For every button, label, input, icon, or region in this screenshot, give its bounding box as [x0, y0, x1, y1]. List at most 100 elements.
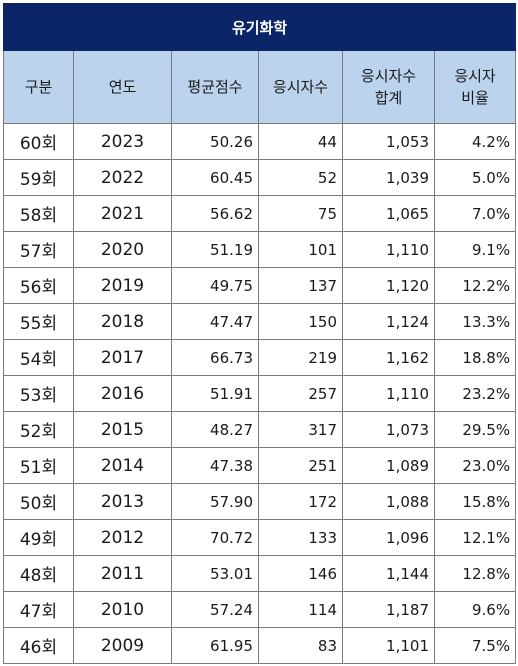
cell-examinee-ratio: 7.5%	[433, 627, 517, 664]
cell-average-score: 57.90	[171, 483, 259, 520]
cell-year: 2020	[73, 231, 172, 268]
cell-examinee-count: 317	[258, 411, 343, 448]
cell-examinee-count: 83	[258, 627, 343, 664]
table-row: 60회 2023 50.26 44 1,053 4.2%	[3, 123, 517, 160]
cell-examinee-ratio: 15.8%	[433, 483, 517, 520]
table-body: 60회 2023 50.26 44 1,053 4.2% 59회 2022 60.45 52 1,0…	[3, 123, 517, 664]
cell-examinee-total: 1,089	[342, 447, 435, 484]
cell-examinee-ratio: 23.2%	[433, 375, 517, 412]
cell-examinee-count: 137	[258, 267, 343, 304]
cell-examinee-total: 1,120	[342, 267, 435, 304]
cell-examinee-count: 44	[258, 123, 343, 160]
cell-year: 2019	[73, 267, 172, 304]
cell-round: 57회	[3, 231, 74, 268]
cell-examinee-total: 1,053	[342, 123, 435, 160]
cell-examinee-ratio: 4.2%	[433, 123, 517, 160]
cell-round: 49회	[3, 519, 74, 556]
cell-examinee-count: 219	[258, 339, 343, 376]
cell-average-score: 47.38	[171, 447, 259, 484]
cell-examinee-ratio: 23.0%	[433, 447, 517, 484]
cell-examinee-ratio: 12.1%	[433, 519, 517, 556]
cell-examinee-ratio: 7.0%	[433, 195, 517, 232]
cell-examinee-ratio: 12.8%	[433, 555, 517, 592]
cell-average-score: 47.47	[171, 303, 259, 340]
cell-examinee-total: 1,187	[342, 591, 435, 628]
cell-round: 47회	[3, 591, 74, 628]
header-round: 구분	[3, 50, 74, 124]
header-year: 연도	[73, 50, 172, 124]
cell-examinee-ratio: 12.2%	[433, 267, 517, 304]
cell-examinee-total: 1,110	[342, 231, 435, 268]
cell-examinee-count: 101	[258, 231, 343, 268]
cell-examinee-count: 133	[258, 519, 343, 556]
cell-round: 56회	[3, 267, 74, 304]
cell-year: 2014	[73, 447, 172, 484]
cell-year: 2022	[73, 159, 172, 196]
table-row: 59회 2022 60.45 52 1,039 5.0%	[3, 159, 517, 196]
cell-examinee-total: 1,039	[342, 159, 435, 196]
cell-round: 46회	[3, 627, 74, 664]
table-row: 48회 2011 53.01 146 1,144 12.8%	[3, 555, 517, 592]
table-row: 50회 2013 57.90 172 1,088 15.8%	[3, 483, 517, 520]
cell-average-score: 60.45	[171, 159, 259, 196]
cell-examinee-count: 114	[258, 591, 343, 628]
cell-examinee-count: 52	[258, 159, 343, 196]
cell-round: 60회	[3, 123, 74, 160]
cell-year: 2012	[73, 519, 172, 556]
cell-year: 2013	[73, 483, 172, 520]
table-row: 54회 2017 66.73 219 1,162 18.8%	[3, 339, 517, 376]
table-row: 57회 2020 51.19 101 1,110 9.1%	[3, 231, 517, 268]
cell-examinee-count: 172	[258, 483, 343, 520]
cell-round: 48회	[3, 555, 74, 592]
organic-chemistry-stats-table: 유기화학 구분 연도 평균점수 응시자수 응시자수 합계 응시자 비율 60회 202…	[2, 3, 517, 664]
title-row: 유기화학	[2, 3, 517, 51]
cell-average-score: 61.95	[171, 627, 259, 664]
cell-examinee-count: 75	[258, 195, 343, 232]
cell-examinee-ratio: 9.1%	[433, 231, 517, 268]
table-row: 53회 2016 51.91 257 1,110 23.2%	[3, 375, 517, 412]
cell-round: 51회	[3, 447, 74, 484]
table-row: 52회 2015 48.27 317 1,073 29.5%	[3, 411, 517, 448]
cell-examinee-total: 1,101	[342, 627, 435, 664]
cell-round: 54회	[3, 339, 74, 376]
cell-year: 2018	[73, 303, 172, 340]
cell-examinee-total: 1,096	[342, 519, 435, 556]
cell-average-score: 57.24	[171, 591, 259, 628]
cell-examinee-ratio: 13.3%	[433, 303, 517, 340]
cell-average-score: 51.91	[171, 375, 259, 412]
cell-round: 55회	[3, 303, 74, 340]
header-examinee-ratio: 응시자 비율	[433, 50, 517, 124]
cell-average-score: 56.62	[171, 195, 259, 232]
cell-examinee-total: 1,065	[342, 195, 435, 232]
cell-average-score: 48.27	[171, 411, 259, 448]
cell-examinee-count: 150	[258, 303, 343, 340]
cell-examinee-ratio: 9.6%	[433, 591, 517, 628]
cell-year: 2021	[73, 195, 172, 232]
cell-examinee-total: 1,088	[342, 483, 435, 520]
cell-round: 50회	[3, 483, 74, 520]
cell-year: 2015	[73, 411, 172, 448]
header-examinee-count: 응시자수	[258, 50, 343, 124]
table-row: 47회 2010 57.24 114 1,187 9.6%	[3, 591, 517, 628]
table-row: 46회 2009 61.95 83 1,101 7.5%	[3, 627, 517, 664]
cell-average-score: 50.26	[171, 123, 259, 160]
header-average-score: 평균점수	[171, 50, 259, 124]
header-examinee-ratio-text: 응시자 비율	[454, 67, 496, 107]
table-row: 56회 2019 49.75 137 1,120 12.2%	[3, 267, 517, 304]
header-examinee-total-text: 응시자수 합계	[360, 67, 417, 107]
cell-average-score: 70.72	[171, 519, 259, 556]
header-examinee-total: 응시자수 합계	[342, 50, 435, 124]
cell-year: 2016	[73, 375, 172, 412]
cell-round: 58회	[3, 195, 74, 232]
cell-examinee-total: 1,110	[342, 375, 435, 412]
cell-round: 52회	[3, 411, 74, 448]
table-title: 유기화학	[2, 3, 517, 51]
cell-examinee-count: 251	[258, 447, 343, 484]
cell-examinee-count: 257	[258, 375, 343, 412]
cell-year: 2010	[73, 591, 172, 628]
stats-table-container: 유기화학 구분 연도 평균점수 응시자수 응시자수 합계 응시자 비율 60회 202…	[2, 3, 517, 664]
cell-examinee-ratio: 29.5%	[433, 411, 517, 448]
cell-round: 53회	[3, 375, 74, 412]
cell-average-score: 53.01	[171, 555, 259, 592]
cell-examinee-total: 1,144	[342, 555, 435, 592]
